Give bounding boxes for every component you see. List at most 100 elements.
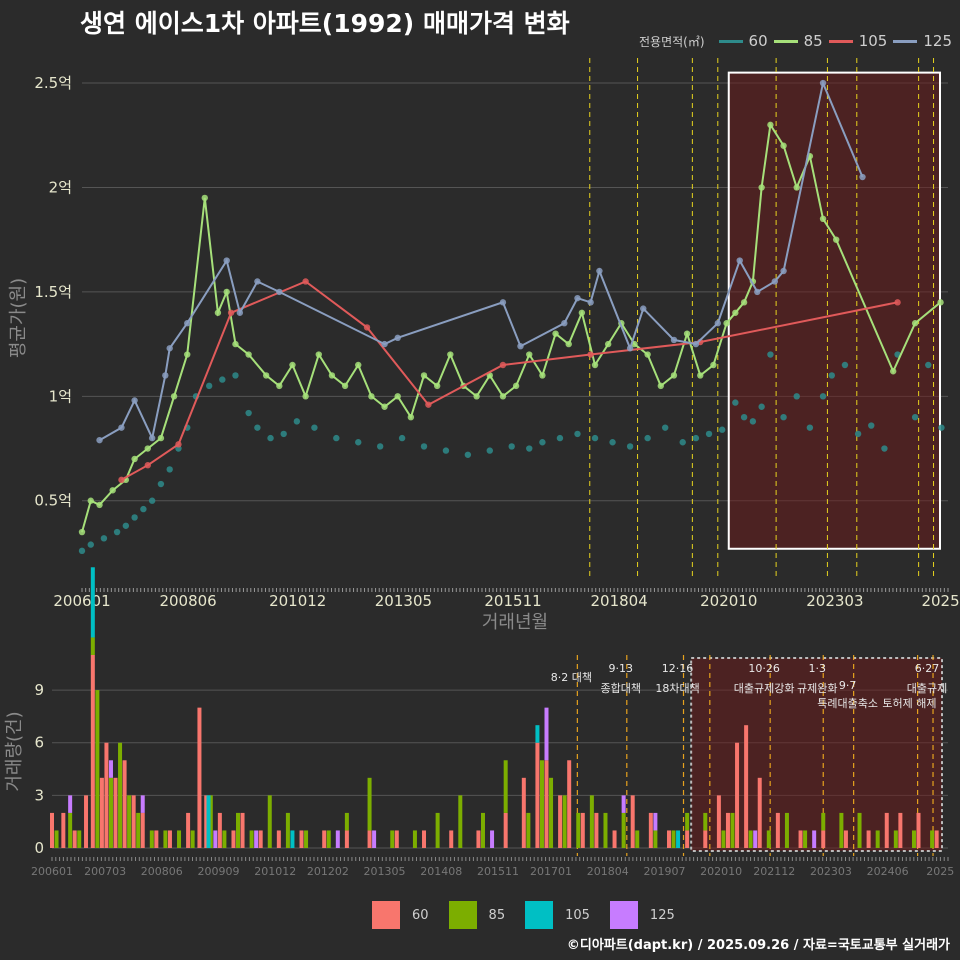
series-85-point bbox=[262, 372, 270, 379]
series-60-point bbox=[442, 447, 450, 454]
series-60-point bbox=[692, 434, 700, 442]
series-60-point bbox=[232, 372, 239, 379]
series-60-point bbox=[591, 434, 599, 442]
series-60-point bbox=[556, 434, 564, 442]
series-125-point bbox=[184, 320, 191, 327]
series-60-point bbox=[254, 424, 261, 431]
volume-bar-125 bbox=[490, 830, 495, 848]
series-125-point bbox=[561, 320, 568, 327]
series-85-point bbox=[670, 372, 678, 379]
series-85-point bbox=[276, 382, 283, 390]
volume-bar-85 bbox=[149, 830, 154, 848]
series-85-point bbox=[683, 330, 691, 337]
series-85-point bbox=[315, 351, 322, 358]
volume-bar-60 bbox=[843, 830, 848, 848]
series-85-point bbox=[793, 184, 800, 191]
volume-bar-60 bbox=[757, 777, 762, 848]
volume-bar-85 bbox=[784, 812, 789, 848]
volume-bar-85 bbox=[875, 830, 880, 848]
series-105-point bbox=[118, 476, 125, 484]
series-125-point bbox=[670, 336, 678, 344]
volume-x-tick-label: 202303 bbox=[810, 865, 852, 878]
policy-annotation-label: 대출규제 bbox=[907, 682, 947, 695]
volume-bar-125 bbox=[254, 830, 259, 848]
series-60-point bbox=[157, 480, 165, 488]
price-y-tick-label: 1.5억 bbox=[34, 283, 72, 301]
volume-bar-60 bbox=[725, 812, 730, 848]
volume-x-tick-label: 201804 bbox=[587, 865, 629, 878]
volume-bar-85 bbox=[621, 812, 626, 848]
volume-bar-60 bbox=[916, 812, 921, 848]
volume-bar-60 bbox=[521, 777, 526, 848]
volume-bar-85 bbox=[803, 830, 808, 848]
series-60-point bbox=[78, 547, 86, 555]
volume-bar-85 bbox=[435, 812, 440, 848]
price-x-tick-label: 201804 bbox=[591, 592, 648, 610]
volume-x-tick-label: 200703 bbox=[84, 865, 126, 878]
volume-bar-60 bbox=[580, 812, 585, 848]
chart-title: 생연 에이스1차 아파트(1992) 매매가격 변화 bbox=[80, 9, 570, 38]
volume-bar-60 bbox=[884, 812, 889, 848]
series-85-point bbox=[131, 455, 138, 463]
series-60-point bbox=[911, 413, 919, 421]
series-85-point bbox=[758, 184, 765, 191]
volume-bar-85 bbox=[90, 637, 95, 655]
volume-bar-85 bbox=[589, 795, 594, 848]
volume-bar-85 bbox=[539, 760, 544, 848]
series-85-point bbox=[832, 236, 840, 243]
volume-bar-60 bbox=[594, 812, 599, 848]
volume-bar-60 bbox=[394, 830, 399, 848]
volume-bar-85 bbox=[911, 830, 916, 848]
volume-bar-85 bbox=[54, 830, 59, 848]
series-60-point bbox=[793, 393, 800, 400]
volume-bar-125 bbox=[653, 812, 658, 831]
series-60-point bbox=[280, 430, 287, 438]
volume-bar-60 bbox=[666, 830, 671, 848]
source-credit: ©디아파트(dapt.kr) / 2025.09.26 / 자료=국토교통부 실… bbox=[566, 938, 950, 953]
series-60-point bbox=[574, 430, 581, 438]
volume-bar-85 bbox=[576, 812, 581, 848]
volume-bar-60 bbox=[113, 777, 118, 848]
series-125-point bbox=[96, 436, 103, 444]
price-x-tick-label: 200806 bbox=[159, 592, 216, 610]
volume-bar-105 bbox=[206, 795, 211, 848]
volume-bar-125 bbox=[753, 830, 758, 848]
series-125-point bbox=[254, 278, 261, 285]
bar-legend-item-60: 60 bbox=[372, 901, 429, 929]
volume-bar-85 bbox=[603, 812, 608, 848]
policy-annotation-label: 10·26 bbox=[748, 662, 780, 675]
series-60-point bbox=[113, 528, 121, 536]
volume-bar-60 bbox=[866, 830, 871, 848]
volume-bar-85 bbox=[136, 812, 141, 848]
series-85-point bbox=[302, 393, 309, 400]
series-125-point bbox=[780, 267, 787, 275]
volume-bar-60 bbox=[61, 812, 66, 848]
series-85-point bbox=[657, 382, 664, 390]
series-125-point bbox=[381, 340, 388, 348]
series-85-point bbox=[245, 351, 252, 358]
price-x-tick-label: 2025 bbox=[921, 592, 959, 610]
policy-annotation-label: 특례대출축소 bbox=[817, 697, 878, 710]
bar-legend-swatch bbox=[525, 901, 554, 929]
volume-bar-60 bbox=[716, 795, 721, 848]
legend-item-125: 125 bbox=[893, 32, 952, 50]
series-85-point bbox=[889, 368, 897, 375]
series-125-point bbox=[574, 294, 581, 302]
volume-x-tick-label: 2025 bbox=[926, 865, 954, 878]
volume-bar-60 bbox=[898, 812, 903, 848]
series-85-point bbox=[780, 142, 787, 149]
series-60-point bbox=[508, 443, 515, 450]
series-60-point bbox=[854, 430, 862, 438]
series-125-point bbox=[859, 173, 866, 181]
volume-bar-60 bbox=[322, 830, 327, 848]
volume-bar-60 bbox=[99, 777, 104, 848]
series-60-point bbox=[420, 443, 428, 450]
series-125-point bbox=[517, 342, 524, 350]
volume-bar-60 bbox=[648, 812, 653, 848]
series-85-point bbox=[512, 382, 520, 390]
volume-bar-60 bbox=[422, 830, 427, 848]
series-85-point bbox=[232, 340, 239, 348]
series-125-point bbox=[771, 278, 778, 285]
volume-y-tick-label: 6 bbox=[34, 734, 44, 752]
series-60-point bbox=[718, 426, 726, 433]
